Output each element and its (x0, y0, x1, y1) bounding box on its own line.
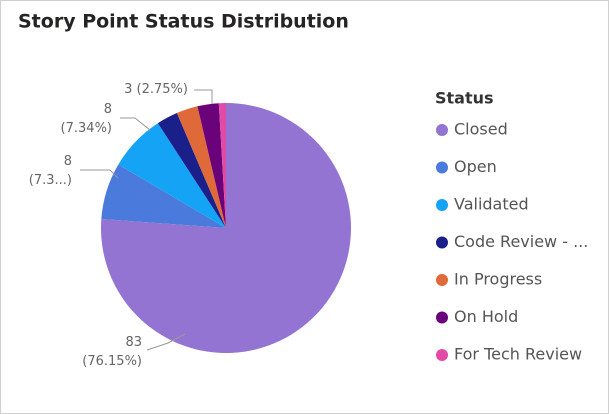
pie-slice (197, 103, 226, 228)
data-label: 8 (7.3...) (28, 154, 72, 188)
pie-slice (101, 103, 351, 354)
legend-swatch (436, 311, 448, 324)
legend-label: On Hold (454, 307, 518, 326)
legend-swatch (436, 236, 448, 249)
pie-slice (176, 106, 226, 228)
legend-swatch (436, 199, 448, 211)
legend-label: Closed (454, 120, 508, 139)
legend-label: In Progress (454, 270, 542, 289)
legend-label: Validated (454, 195, 529, 214)
leader-line (120, 117, 151, 131)
chart-title: Story Point Status Distribution (18, 11, 349, 33)
legend-swatch (436, 349, 448, 361)
pie-slice (157, 113, 226, 228)
data-label: 8 (7.34%) (60, 102, 112, 136)
leader-line (194, 89, 213, 104)
data-label: 3 (2.75%) (124, 82, 188, 97)
leader-line (80, 169, 119, 179)
legend-label: For Tech Review (454, 345, 582, 364)
legend-label: Open (454, 157, 497, 176)
legend-label: Code Review - ... (454, 232, 588, 251)
legend-swatch (436, 124, 448, 136)
legend-swatch (436, 274, 448, 286)
pie-slice (118, 123, 226, 228)
leader-line (146, 333, 186, 351)
legend-title: Status (435, 89, 494, 108)
pie-slice (101, 164, 226, 228)
legend-swatch (436, 161, 448, 174)
pie-slice (218, 103, 226, 228)
data-label: 83 (76.15%) (82, 335, 142, 369)
